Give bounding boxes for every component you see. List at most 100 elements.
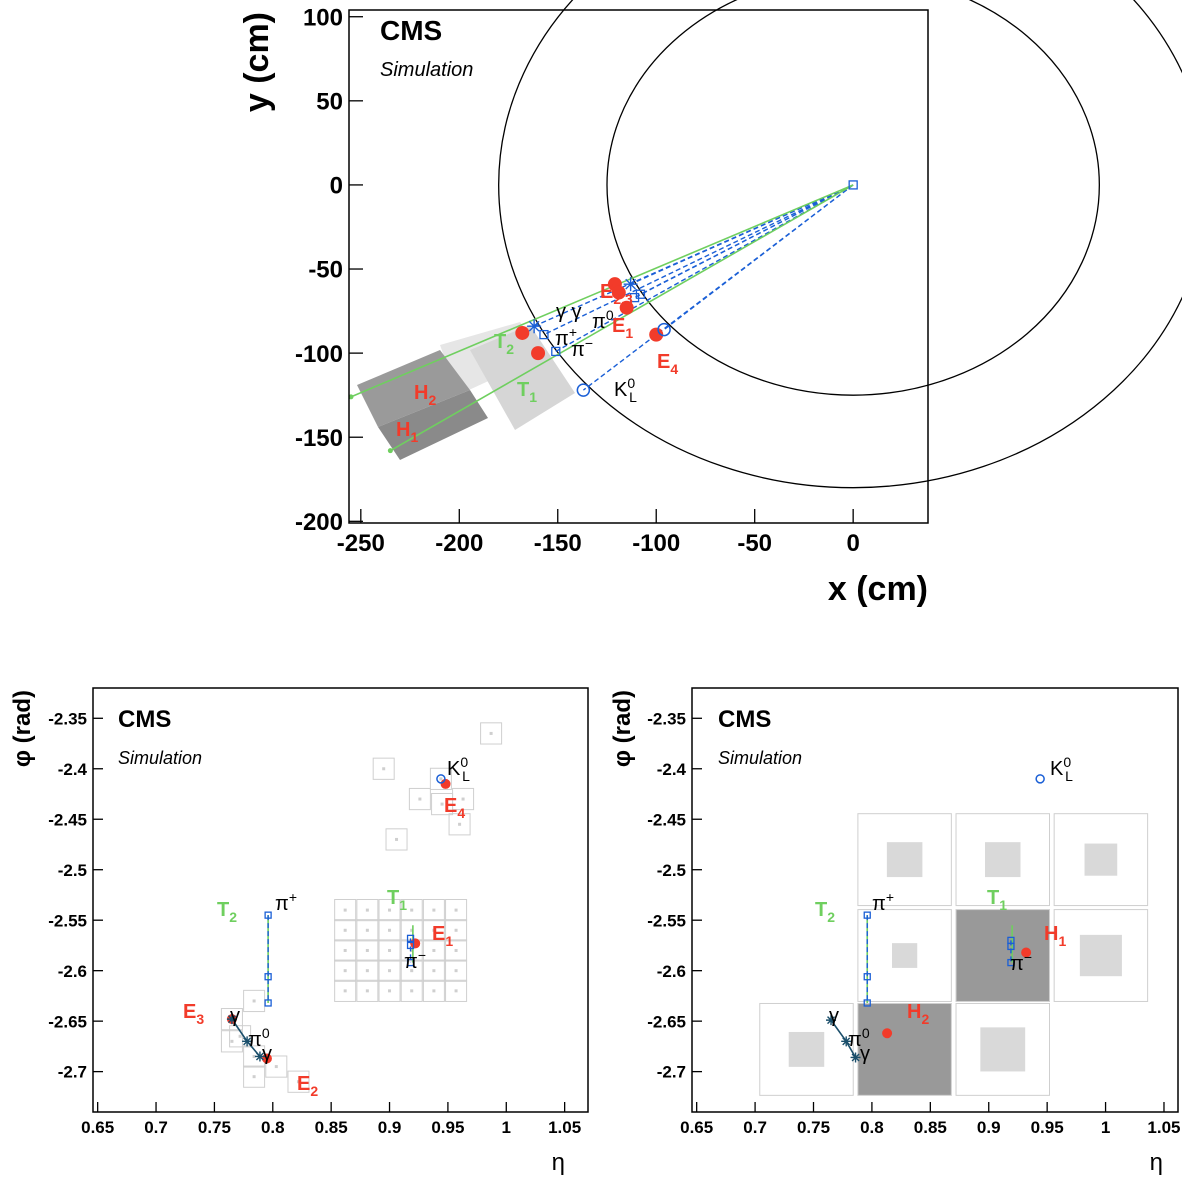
hcal-cell	[857, 1002, 952, 1096]
y-tick-label: -200	[295, 509, 343, 536]
y-tick-label: -2.6	[657, 962, 686, 981]
ecal-cell-core	[365, 948, 369, 952]
ecal-cell	[356, 919, 379, 942]
track-point	[863, 999, 871, 1007]
ecal-cell	[445, 979, 468, 1002]
x-tick-label: 0.75	[797, 1118, 830, 1137]
x-tick-label: -100	[632, 530, 680, 557]
particle-label: T2	[217, 899, 237, 925]
cluster	[440, 778, 451, 789]
label-sup: 0	[262, 1025, 270, 1041]
label-base: E	[432, 923, 445, 945]
x-tick-label: 0.8	[860, 1118, 884, 1137]
label-base: T	[387, 887, 399, 909]
particle-label: E2,3	[600, 281, 633, 307]
particle-label: π+	[872, 889, 894, 915]
ecal-cell-core	[410, 989, 414, 993]
ecal-cell	[400, 898, 423, 922]
ecal-cell-core	[458, 822, 462, 826]
label-sub: 1	[399, 897, 407, 913]
y-tick-label: -2.45	[48, 810, 87, 829]
ecal-cell-core	[454, 948, 458, 952]
neutral-hadron	[1035, 774, 1045, 784]
hcal-energy	[892, 943, 918, 968]
track	[350, 184, 854, 452]
label-sub: 2,3	[613, 291, 633, 307]
ecal-cell	[334, 939, 357, 962]
y-tick-label: -2.65	[48, 1012, 87, 1031]
particle-label: γ	[230, 1005, 240, 1027]
plot-frame	[348, 9, 929, 524]
ecal-cell-core	[343, 908, 347, 912]
ecal-cell-core	[252, 1054, 256, 1058]
experiment-label: CMS	[118, 706, 171, 733]
photon	[841, 1036, 852, 1047]
label-base: γ	[860, 1043, 870, 1065]
ecal-cell-core	[343, 928, 347, 932]
ecal-cell-core	[343, 948, 347, 952]
label-sub: 2	[310, 1083, 318, 1099]
simulation-label: Simulation	[718, 748, 802, 768]
ecal-cell	[372, 757, 395, 780]
x-tick-label: -250	[337, 530, 385, 557]
particle-label: E4	[444, 795, 465, 821]
ecal-cell-core	[365, 928, 369, 932]
panel	[759, 774, 1149, 1096]
ecal-cell	[422, 919, 445, 942]
y-tick-label: -50	[308, 257, 343, 284]
ecal-cell-core	[432, 928, 436, 932]
y-tick-label: 100	[303, 4, 343, 31]
x-tick-label: 0.95	[1031, 1118, 1064, 1137]
ecal-cell-core	[440, 802, 444, 806]
x-tick-label: 0.7	[144, 1118, 168, 1137]
ecal-cell-core	[439, 777, 443, 781]
track-point	[863, 973, 871, 981]
y-tick-label: 0	[330, 173, 343, 200]
ecal-cell	[448, 813, 471, 836]
ecal-cell-core	[343, 969, 347, 973]
track-hit	[387, 448, 393, 454]
hcal-cell	[1053, 813, 1149, 907]
ecal-cell	[408, 787, 431, 811]
ecal-cell-core	[454, 969, 458, 973]
label-sup: 0	[1063, 754, 1071, 770]
particle-label: T2	[815, 899, 835, 925]
ecal-cell-core	[410, 948, 414, 952]
track-point	[539, 329, 549, 340]
ecal-cell-core	[252, 999, 256, 1003]
particle-label: T1	[387, 887, 407, 913]
ecal-cell-core	[454, 989, 458, 993]
y-tick-label: -2.55	[647, 911, 686, 930]
label-base: T	[987, 887, 999, 909]
y-tick-label: -2.4	[657, 760, 687, 779]
label-base: K	[447, 758, 461, 780]
hcal-cell	[357, 350, 470, 427]
ecal-cell-core	[252, 1075, 256, 1079]
ecal-cell-core	[388, 989, 392, 993]
cluster	[882, 1028, 893, 1039]
hcal-energy	[1084, 843, 1118, 876]
photon	[226, 1014, 237, 1025]
ecal-cell	[422, 898, 445, 922]
simulation-label: Simulation	[118, 748, 202, 768]
hcal-cell	[955, 1002, 1050, 1096]
label-base: π	[848, 1029, 862, 1051]
y-tick-label: -2.65	[647, 1012, 686, 1031]
label-sub: 1	[999, 897, 1007, 913]
ecal-cell-core	[454, 908, 458, 912]
panel	[220, 722, 503, 1093]
label-sup: 0	[862, 1025, 870, 1041]
label-base: π	[555, 328, 569, 350]
ecal-cell	[431, 792, 454, 816]
ecal-cell	[220, 1008, 243, 1031]
y-axis-label: φ (rad)	[9, 690, 36, 767]
y-axis-label: φ (rad)	[609, 690, 636, 767]
photon	[242, 1036, 253, 1047]
ecal-cell	[334, 959, 357, 982]
ecal-cell-core	[432, 908, 436, 912]
x-tick-label: 1.05	[1147, 1118, 1180, 1137]
x-tick-label: -50	[737, 530, 772, 557]
y-tick-label: -2.7	[657, 1063, 686, 1082]
track-point	[635, 289, 646, 299]
